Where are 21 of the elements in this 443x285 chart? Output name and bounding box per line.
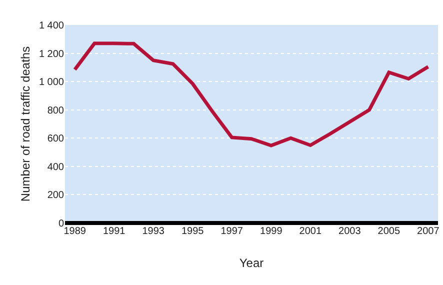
- x-tick-label: 1991: [102, 226, 126, 237]
- y-tick-label: 1 000: [38, 77, 64, 88]
- x-tick-label: 1993: [142, 226, 165, 237]
- y-tick-label: 200: [47, 190, 64, 202]
- x-tick-label: 1999: [260, 226, 283, 237]
- x-tick-label: 1989: [64, 226, 86, 237]
- y-tick-label: 1 200: [38, 48, 64, 60]
- y-tick-label: 600: [47, 134, 64, 145]
- x-tick-label: 1997: [220, 226, 244, 237]
- x-tick-label: 1995: [181, 226, 204, 237]
- x-tick-label: 2003: [338, 226, 362, 237]
- line-series: [73, 42, 430, 148]
- y-axis-title: Number of road traffic deaths: [18, 46, 32, 202]
- y-tick-label: 800: [47, 105, 64, 116]
- x-tick-label: 2001: [299, 226, 322, 237]
- y-tick-label: 1 400: [38, 20, 64, 32]
- y-tick-label: 0: [58, 218, 64, 230]
- x-axis-title: Year: [239, 256, 264, 270]
- y-tick-label: 400: [47, 162, 64, 173]
- x-tick-label: 2007: [417, 226, 440, 237]
- x-tick-label: 2005: [378, 226, 400, 237]
